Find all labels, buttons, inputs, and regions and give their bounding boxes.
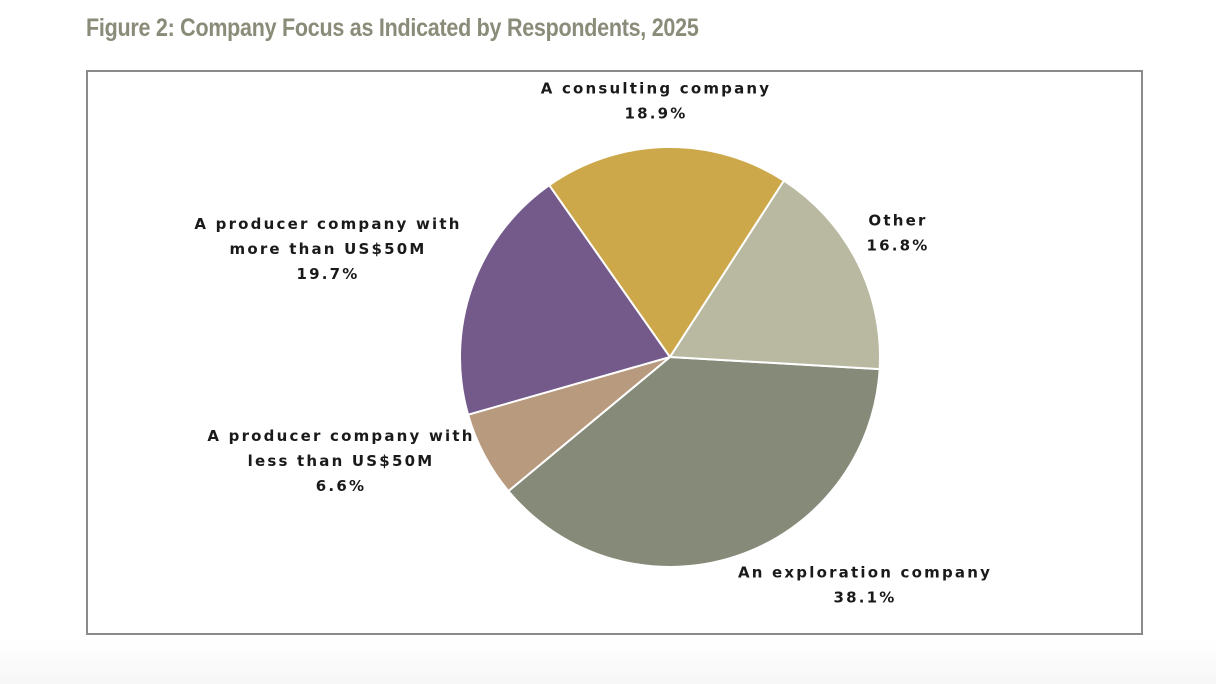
pie-slice-a-consulting-company	[548, 146, 786, 358]
pie-slice-a-producer-company-with-more-than-us-50m	[459, 184, 671, 416]
figure-title: Figure 2: Company Focus as Indicated by …	[86, 14, 699, 42]
slice-category-label: more than US$50M	[229, 240, 426, 258]
pie-slice-other	[669, 179, 881, 371]
slice-label: An exploration company 38.1%	[738, 564, 992, 607]
slice-label: A producer company with more than US$50M 1…	[194, 215, 461, 283]
slice-category-label: A producer company with	[207, 427, 474, 445]
slice-label: Other 16.8%	[866, 212, 929, 255]
slice-label: A producer company with less than US$50M 6…	[207, 427, 474, 495]
slice-value-label: 38.1%	[833, 589, 896, 607]
slice-value-label: 6.6%	[316, 477, 366, 495]
slice-category-label: Other	[868, 212, 927, 230]
slice-value-label: 16.8%	[866, 237, 929, 255]
slice-category-label: A consulting company	[541, 80, 772, 98]
pie-slice-an-exploration-company	[507, 356, 881, 568]
slice-category-label: An exploration company	[738, 564, 992, 582]
slice-value-label: 19.7%	[296, 265, 359, 283]
slice-category-label: A producer company with	[194, 215, 461, 233]
slice-value-label: 18.9%	[624, 105, 687, 123]
slice-label: A consulting company 18.9%	[541, 80, 772, 123]
slice-category-label: less than US$50M	[248, 452, 435, 470]
